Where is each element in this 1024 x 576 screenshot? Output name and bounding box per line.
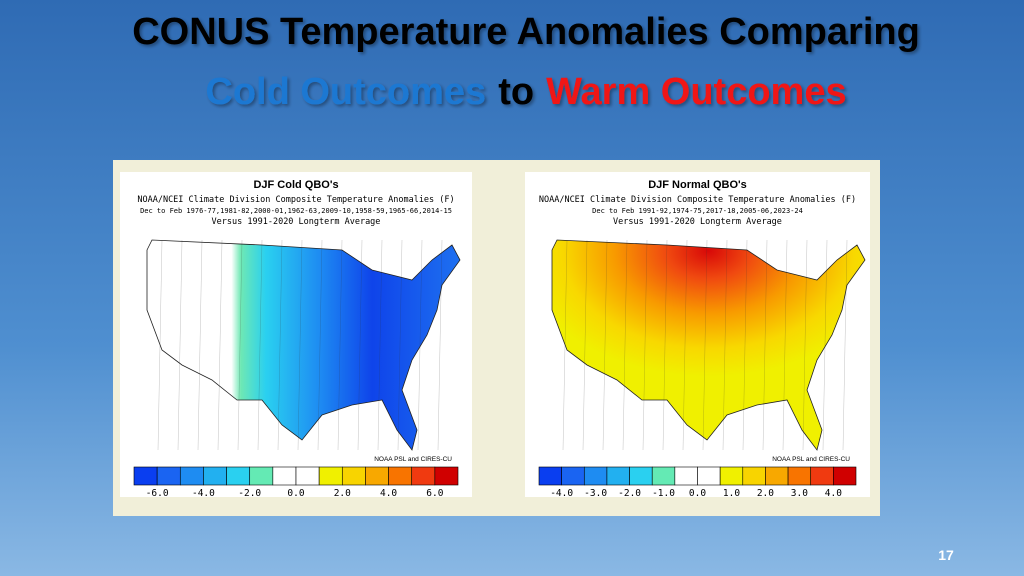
division-line xyxy=(377,239,383,451)
map-subtitle: NOAA/NCEI Climate Division Composite Tem… xyxy=(137,195,454,205)
map-subtitle: Versus 1991-2020 Longterm Average xyxy=(212,217,381,227)
colorbar-swatch xyxy=(156,466,181,486)
colorbar-swatch xyxy=(583,466,608,486)
colorbar-swatch xyxy=(203,466,227,486)
division-line xyxy=(642,239,648,451)
colorbar-label: 2.0 xyxy=(334,488,351,499)
colorbar-swatch xyxy=(249,466,274,486)
map-credit: NOAA PSL and CIRES-CU xyxy=(374,456,452,463)
colorbar-swatch xyxy=(388,466,413,486)
division-line xyxy=(822,239,828,451)
colorbar-swatch xyxy=(295,466,320,486)
division-line xyxy=(337,239,343,451)
map-subtitle: Dec to Feb 1991-92,1974-75,2017-18,2005-… xyxy=(592,207,803,215)
colorbar-swatch xyxy=(719,466,744,486)
division-line xyxy=(297,239,303,451)
colorbar-label: -4.0 xyxy=(192,488,215,499)
map-panel: DJF Normal QBO's NOAA/NCEI Climate Divisi… xyxy=(525,172,870,499)
connector: to xyxy=(498,71,534,113)
colorbar-swatch xyxy=(651,466,676,486)
colorbar-swatch xyxy=(179,466,204,486)
slide-subtitle: Cold Outcomes to Warm Outcomes xyxy=(205,71,846,113)
colorbar-swatch xyxy=(765,466,789,486)
division-line xyxy=(682,239,688,451)
colorbar-swatch xyxy=(434,466,459,486)
division-line xyxy=(197,239,203,451)
colorbar-swatch xyxy=(411,466,436,486)
map-title: DJF Normal QBO's xyxy=(648,179,747,191)
division-line xyxy=(317,239,323,451)
division-line xyxy=(802,239,808,451)
division-line xyxy=(237,239,243,451)
colorbar-swatch xyxy=(742,466,766,486)
colorbar-swatch xyxy=(318,466,343,486)
colorbar-swatch xyxy=(606,466,630,486)
division-line xyxy=(842,239,848,451)
colorbar-swatch xyxy=(341,466,366,486)
colorbar-swatch xyxy=(629,466,653,486)
colorbar-swatch xyxy=(272,466,297,486)
colorbar-swatch xyxy=(133,466,158,486)
division-line xyxy=(257,239,263,451)
colorbar-label: 0.0 xyxy=(689,488,706,499)
colorbar-label: -2.0 xyxy=(618,488,641,499)
division-line xyxy=(277,239,283,451)
colorbar-label: 4.0 xyxy=(380,488,397,499)
colorbar-swatch xyxy=(674,466,698,486)
colorbar-label: -6.0 xyxy=(146,488,169,499)
colorbar-label: 4.0 xyxy=(825,488,842,499)
colorbar-label: -4.0 xyxy=(550,488,573,499)
division-line xyxy=(622,239,628,451)
division-line xyxy=(782,239,788,451)
map-panel: DJF Cold QBO's NOAA/NCEI Climate Division… xyxy=(120,172,472,499)
division-line xyxy=(742,239,748,451)
division-line xyxy=(357,239,363,451)
division-line xyxy=(397,239,403,451)
colorbar-swatch xyxy=(226,466,251,486)
colorbar-swatch xyxy=(787,466,812,486)
page-number: 17 xyxy=(938,547,954,563)
colorbar-swatch xyxy=(697,466,721,486)
map-subtitle: NOAA/NCEI Climate Division Composite Tem… xyxy=(539,195,856,205)
colorbar-label: -3.0 xyxy=(584,488,607,499)
us-outline xyxy=(551,239,866,451)
division-line xyxy=(217,239,223,451)
map-title: DJF Cold QBO's xyxy=(253,179,338,191)
map-subtitle: Dec to Feb 1976-77,1981-82,2000-01,1962-… xyxy=(140,207,452,215)
us-map xyxy=(146,239,461,451)
division-line xyxy=(602,239,608,451)
colorbar-swatch xyxy=(810,466,834,486)
division-line xyxy=(702,239,708,451)
cold-label: Cold Outcomes xyxy=(205,71,486,113)
colorbar-label: 2.0 xyxy=(757,488,774,499)
colorbar-swatch xyxy=(833,466,857,486)
division-line xyxy=(662,239,668,451)
colorbar-swatch xyxy=(365,466,389,486)
division-line xyxy=(562,239,568,451)
colorbar-label: 1.0 xyxy=(723,488,740,499)
slide-title: CONUS Temperature Anomalies Comparing xyxy=(132,11,920,53)
colorbar-swatch xyxy=(561,466,585,486)
colorbar-label: 0.0 xyxy=(287,488,304,499)
us-outline xyxy=(146,239,461,451)
us-map xyxy=(551,239,866,451)
division-line xyxy=(582,239,588,451)
colorbar-label: -1.0 xyxy=(652,488,675,499)
division-line xyxy=(722,239,728,451)
colorbar-swatch xyxy=(538,466,562,486)
division-line xyxy=(762,239,768,451)
warm-label: Warm Outcomes xyxy=(546,71,847,113)
map-subtitle: Versus 1991-2020 Longterm Average xyxy=(613,217,782,227)
division-line xyxy=(157,239,163,451)
division-line xyxy=(437,239,443,451)
division-line xyxy=(177,239,183,451)
colorbar-label: 3.0 xyxy=(791,488,808,499)
colorbar-label: -2.0 xyxy=(238,488,261,499)
division-line xyxy=(417,239,423,451)
panels: DJF Cold QBO's NOAA/NCEI Climate Division… xyxy=(120,172,870,499)
colorbar-label: 6.0 xyxy=(426,488,443,499)
map-credit: NOAA PSL and CIRES-CU xyxy=(772,456,850,463)
